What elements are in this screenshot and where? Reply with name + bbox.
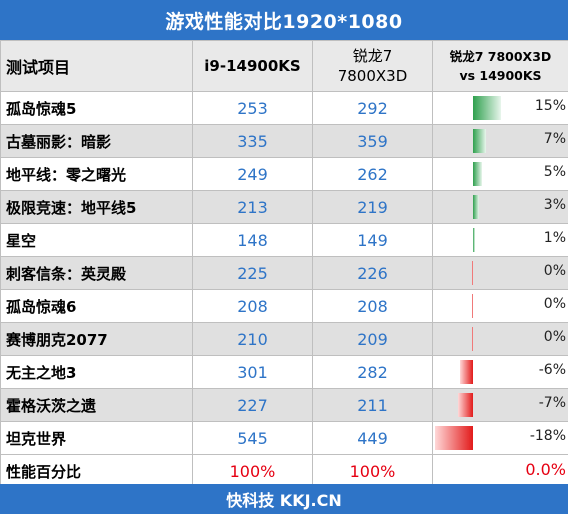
table-row: 坦克世界 545 449 -18% (0, 421, 568, 455)
r7-value: 209 (312, 322, 433, 356)
table-row: 刺客信条：英灵殿 225 226 0% (0, 256, 568, 290)
game-name: 霍格沃茨之遗 (0, 388, 193, 422)
i9-value: 545 (192, 421, 313, 455)
diff-percent: 0% (543, 296, 566, 312)
table-body: 孤岛惊魂5 253 292 15% 古墓丽影：暗影 335 359 7% 地平线：零之曙光 249… (0, 91, 568, 488)
i9-value: 208 (192, 289, 313, 323)
game-name: 赛博朋克2077 (0, 322, 193, 356)
i9-value: 227 (192, 388, 313, 422)
r7-value: 292 (312, 91, 433, 125)
i9-value: 100% (192, 454, 313, 488)
diff-bar (473, 195, 479, 219)
diff-percent: 0% (543, 329, 566, 345)
r7-value: 282 (312, 355, 433, 389)
diff-percent: 15% (534, 98, 566, 114)
diff-cell: 7% (432, 124, 568, 158)
table-row: 赛博朋克2077 210 209 0% (0, 322, 568, 356)
header-diff-line2: vs 14900KS (459, 68, 542, 83)
diff-cell: -7% (432, 388, 568, 422)
game-name: 刺客信条：英灵殿 (0, 256, 193, 290)
r7-value: 359 (312, 124, 433, 158)
header-7800x3d-line2: 7800X3D (337, 67, 408, 85)
r7-value: 262 (312, 157, 433, 191)
game-name: 无主之地3 (0, 355, 193, 389)
diff-cell: 0% (432, 256, 568, 290)
diff-bar (473, 228, 475, 252)
header-7800x3d-line1: 锐龙7 (352, 47, 393, 65)
table-row: 地平线：零之曙光 249 262 5% (0, 157, 568, 191)
diff-bar (473, 162, 483, 186)
diff-cell: 3% (432, 190, 568, 224)
game-name: 坦克世界 (0, 421, 193, 455)
diff-bar (472, 261, 473, 285)
header-i9-14900ks: i9-14900KS (192, 40, 313, 92)
game-name: 古墓丽影：暗影 (0, 124, 193, 158)
r7-value: 208 (312, 289, 433, 323)
i9-value: 148 (192, 223, 313, 257)
diff-cell: 0.0% (432, 454, 568, 488)
header-diff: 锐龙7 7800X3D vs 14900KS (432, 40, 568, 92)
game-name: 极限竞速：地平线5 (0, 190, 193, 224)
diff-cell: -18% (432, 421, 568, 455)
table-row: 极限竞速：地平线5 213 219 3% (0, 190, 568, 224)
diff-bar (460, 360, 473, 384)
i9-value: 253 (192, 91, 313, 125)
diff-cell: -6% (432, 355, 568, 389)
r7-value: 449 (312, 421, 433, 455)
i9-value: 249 (192, 157, 313, 191)
header-diff-line1: 锐龙7 7800X3D (449, 49, 552, 64)
r7-value: 219 (312, 190, 433, 224)
table-row: 霍格沃茨之遗 227 211 -7% (0, 388, 568, 422)
diff-cell: 15% (432, 91, 568, 125)
header-row: 测试项目 i9-14900KS 锐龙7 7800X3D 锐龙7 7800X3D … (0, 40, 568, 92)
diff-cell: 5% (432, 157, 568, 191)
diff-percent: 0.0% (525, 460, 566, 479)
r7-value: 100% (312, 454, 433, 488)
table-row: 星空 148 149 1% (0, 223, 568, 257)
diff-bar (473, 96, 502, 120)
source-footer: 快科技 KKJ.CN (0, 484, 568, 514)
game-name: 性能百分比 (0, 454, 193, 488)
i9-value: 301 (192, 355, 313, 389)
header-7800x3d: 锐龙7 7800X3D (312, 40, 433, 92)
diff-percent: 0% (543, 263, 566, 279)
table-row: 孤岛惊魂6 208 208 0% (0, 289, 568, 323)
diff-percent: 1% (543, 230, 566, 246)
header-test-item: 测试项目 (0, 40, 193, 92)
diff-percent: -6% (538, 362, 566, 378)
game-name: 孤岛惊魂6 (0, 289, 193, 323)
i9-value: 335 (192, 124, 313, 158)
diff-cell: 0% (432, 322, 568, 356)
diff-bar (458, 393, 473, 417)
diff-percent: 7% (543, 131, 566, 147)
i9-value: 210 (192, 322, 313, 356)
game-name: 地平线：零之曙光 (0, 157, 193, 191)
summary-row: 性能百分比 100% 100% 0.0% (0, 454, 568, 488)
game-name: 孤岛惊魂5 (0, 91, 193, 125)
i9-value: 225 (192, 256, 313, 290)
i9-value: 213 (192, 190, 313, 224)
game-name: 星空 (0, 223, 193, 257)
diff-percent: 5% (543, 164, 566, 180)
table-row: 古墓丽影：暗影 335 359 7% (0, 124, 568, 158)
r7-value: 149 (312, 223, 433, 257)
comparison-table: 测试项目 i9-14900KS 锐龙7 7800X3D 锐龙7 7800X3D … (0, 40, 568, 488)
chart-title: 游戏性能对比1920*1080 (0, 0, 568, 40)
table-row: 无主之地3 301 282 -6% (0, 355, 568, 389)
diff-percent: -18% (529, 428, 566, 444)
diff-bar (472, 327, 473, 351)
diff-cell: 0% (432, 289, 568, 323)
r7-value: 211 (312, 388, 433, 422)
diff-cell: 1% (432, 223, 568, 257)
diff-percent: -7% (538, 395, 566, 411)
table-row: 孤岛惊魂5 253 292 15% (0, 91, 568, 125)
r7-value: 226 (312, 256, 433, 290)
diff-bar (473, 129, 487, 153)
diff-bar (435, 426, 473, 450)
diff-percent: 3% (543, 197, 566, 213)
diff-bar (472, 294, 473, 318)
